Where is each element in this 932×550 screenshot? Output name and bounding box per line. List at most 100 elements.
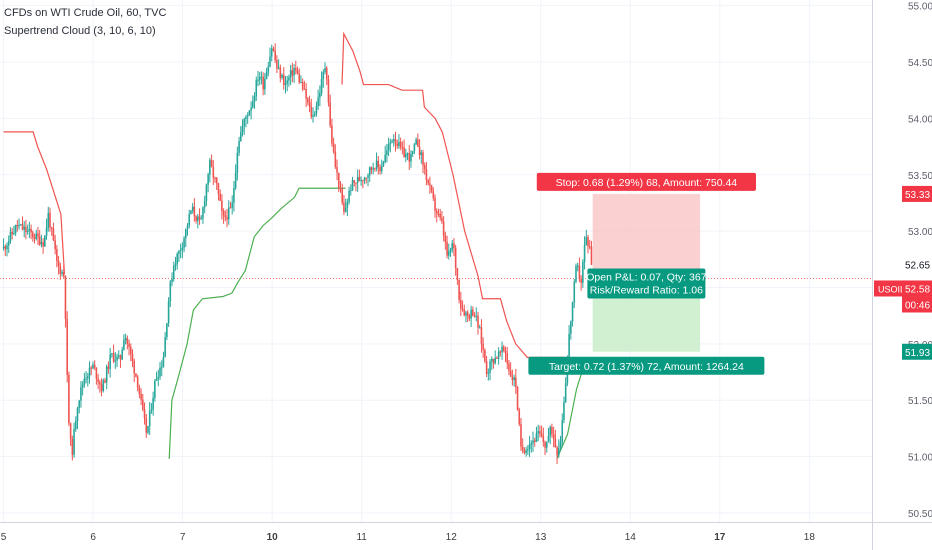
candle-body [344, 207, 347, 212]
candle-body [44, 235, 46, 247]
y-tick-label: 50.50 [908, 509, 932, 520]
candle-body [289, 70, 292, 78]
target-label-bg [528, 356, 765, 375]
candle-body [348, 190, 350, 203]
candle-body [406, 153, 409, 155]
candle-body [575, 265, 577, 282]
candle-body [516, 387, 519, 410]
candle-body [281, 74, 283, 78]
candle-body [540, 433, 543, 436]
candle-body [386, 150, 388, 155]
candle-body [308, 102, 311, 107]
candle-body [511, 376, 514, 380]
candle-body [413, 144, 416, 151]
candle-body [363, 177, 366, 181]
candle-body [391, 141, 393, 143]
x-tick-label: 18 [804, 532, 816, 543]
candle-body [360, 180, 362, 182]
candle-body [116, 356, 118, 361]
candle-body [496, 357, 498, 359]
candle-body [217, 183, 220, 194]
candle-body [241, 126, 244, 133]
candle-body [497, 351, 500, 359]
candle-body [447, 251, 450, 256]
candle-body [224, 215, 227, 218]
candle-body [473, 315, 476, 317]
candle-body [375, 160, 378, 169]
candle-body [365, 177, 368, 179]
candle-body [102, 380, 105, 391]
candle-body [288, 77, 290, 81]
candle-body [384, 154, 386, 162]
candle-body [126, 338, 129, 344]
candle-body [339, 188, 342, 190]
target-label[interactable]: Target: 0.72 (1.37%) 72, Amount: 1264.24 [528, 356, 765, 375]
candle-body [392, 139, 395, 142]
candle-body [499, 351, 502, 353]
candle-body [547, 435, 550, 442]
candle-body [69, 423, 72, 440]
candle-body [272, 48, 275, 51]
candle-body [104, 380, 106, 383]
candle-body [472, 309, 474, 316]
candle-body [465, 312, 467, 316]
candle-body [47, 212, 50, 228]
candle-body [68, 374, 70, 424]
candle-body [444, 235, 447, 243]
candle-body [19, 224, 22, 226]
candle-body [504, 350, 507, 354]
candle-body [93, 364, 96, 368]
candle-body [296, 69, 299, 74]
candle-body [270, 48, 273, 57]
candle-body [162, 357, 165, 368]
candle-body [434, 198, 436, 211]
candle-body [399, 141, 402, 148]
candle-body [262, 76, 264, 90]
candle-body [109, 354, 111, 369]
candle-body [7, 241, 10, 246]
candle-body [477, 315, 479, 328]
candle-body [171, 279, 173, 282]
candle-body [351, 180, 354, 191]
candle-body [427, 179, 429, 184]
x-tick-label: 6 [90, 532, 96, 543]
candle-body [470, 309, 472, 319]
stop-label[interactable]: Stop: 0.68 (1.29%) 68, Amount: 750.44 [536, 172, 756, 191]
candle-body [267, 66, 270, 73]
y-tick-label: 53.50 [908, 171, 932, 182]
candle-body [587, 237, 589, 247]
candle-body [312, 115, 314, 117]
candle-body [87, 376, 89, 379]
candle-body [209, 159, 211, 175]
candle-body [315, 105, 318, 114]
candle-body [143, 409, 146, 418]
candle-body [85, 378, 87, 380]
candle-body [362, 180, 364, 182]
candle-body [401, 147, 404, 149]
candle-body [453, 243, 455, 248]
candle-body [147, 426, 149, 433]
candle-body [215, 177, 218, 184]
position-labels[interactable]: Stop: 0.68 (1.29%) 68, Amount: 750.44 Ope… [528, 172, 765, 375]
candle-body [300, 82, 302, 84]
candle-body [545, 441, 548, 448]
candle-body [277, 67, 280, 69]
candle-body [135, 373, 137, 377]
candle-body [40, 242, 43, 245]
candle-body [582, 261, 584, 283]
candle-body [23, 226, 26, 230]
candle-body [405, 153, 407, 158]
candle-body [521, 446, 524, 451]
candle-body [219, 193, 221, 201]
candle-body [274, 50, 276, 61]
candle-body [255, 80, 258, 97]
candle-body [556, 447, 558, 456]
candle-body [411, 150, 414, 154]
candle-body [337, 172, 340, 189]
candle-body [475, 315, 478, 317]
x-tick-label: 10 [267, 532, 279, 543]
candle-body [176, 253, 178, 265]
candle-body [382, 161, 385, 167]
